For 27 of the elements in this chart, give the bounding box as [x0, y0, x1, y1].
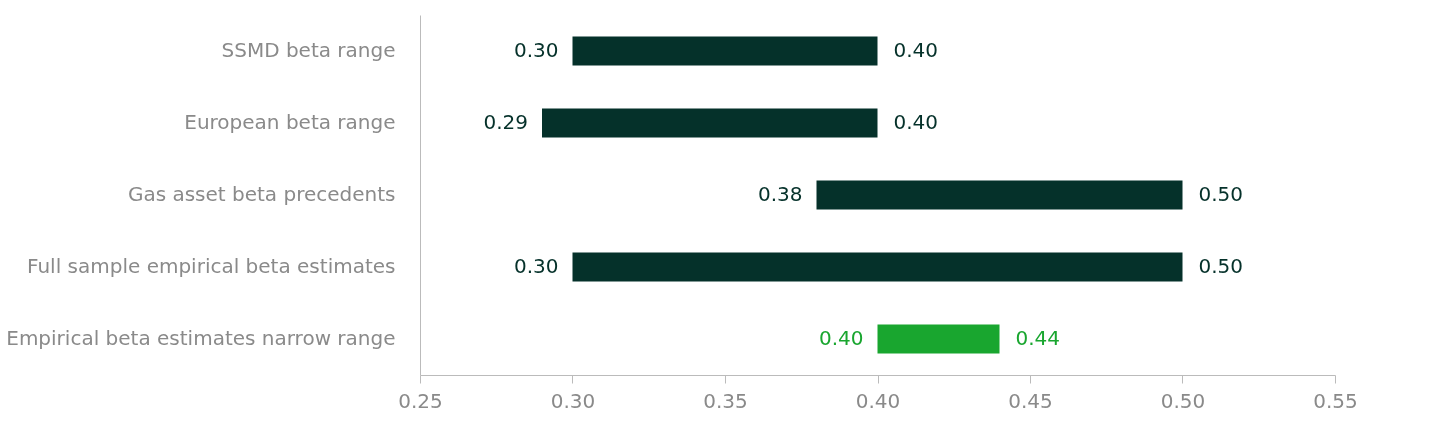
x-tick-label: 0.40	[855, 388, 901, 413]
y-tick-label: Gas asset beta precedents	[127, 182, 396, 206]
bar	[572, 252, 1183, 282]
x-tick-label: 0.35	[703, 388, 748, 413]
annotation: 0.50	[1198, 254, 1244, 278]
x-tick-label: 0.50	[1160, 388, 1206, 413]
annotation: 0.29	[483, 110, 528, 134]
annotation: 0.40	[893, 110, 939, 134]
y-tick-label: SSMD beta range	[221, 38, 396, 62]
x-tick-label: 0.30	[550, 388, 596, 413]
bar	[572, 36, 878, 66]
annotation: 0.40	[818, 326, 864, 350]
y-tick-label: European beta range	[184, 110, 396, 134]
x-tick-label: 0.45	[1008, 388, 1053, 413]
y-tick-label: Full sample empirical beta estimates	[27, 254, 396, 278]
bar	[877, 324, 1000, 354]
x-tick-label: 0.55	[1313, 388, 1358, 413]
annotation: 0.30	[513, 38, 559, 62]
x-tick-label: 0.25	[398, 388, 443, 413]
annotation: 0.40	[893, 38, 939, 62]
annotation: 0.44	[1015, 326, 1061, 350]
y-tick-label: Empirical beta estimates narrow range	[6, 326, 396, 350]
annotation: 0.50	[1198, 182, 1244, 206]
annotation: 0.38	[757, 182, 803, 206]
bar	[542, 108, 878, 138]
bar	[816, 180, 1183, 210]
annotation: 0.30	[513, 254, 559, 278]
